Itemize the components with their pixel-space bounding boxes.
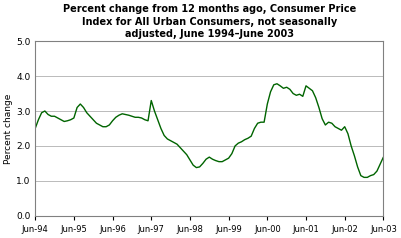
Y-axis label: Percent change: Percent change	[4, 93, 13, 164]
Title: Percent change from 12 months ago, Consumer Price
Index for All Urban Consumers,: Percent change from 12 months ago, Consu…	[63, 4, 356, 39]
